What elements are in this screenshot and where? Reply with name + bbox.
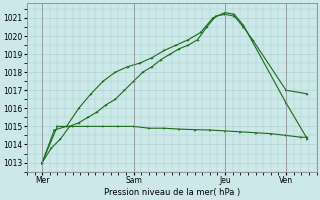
X-axis label: Pression niveau de la mer( hPa ): Pression niveau de la mer( hPa ) bbox=[104, 188, 240, 197]
